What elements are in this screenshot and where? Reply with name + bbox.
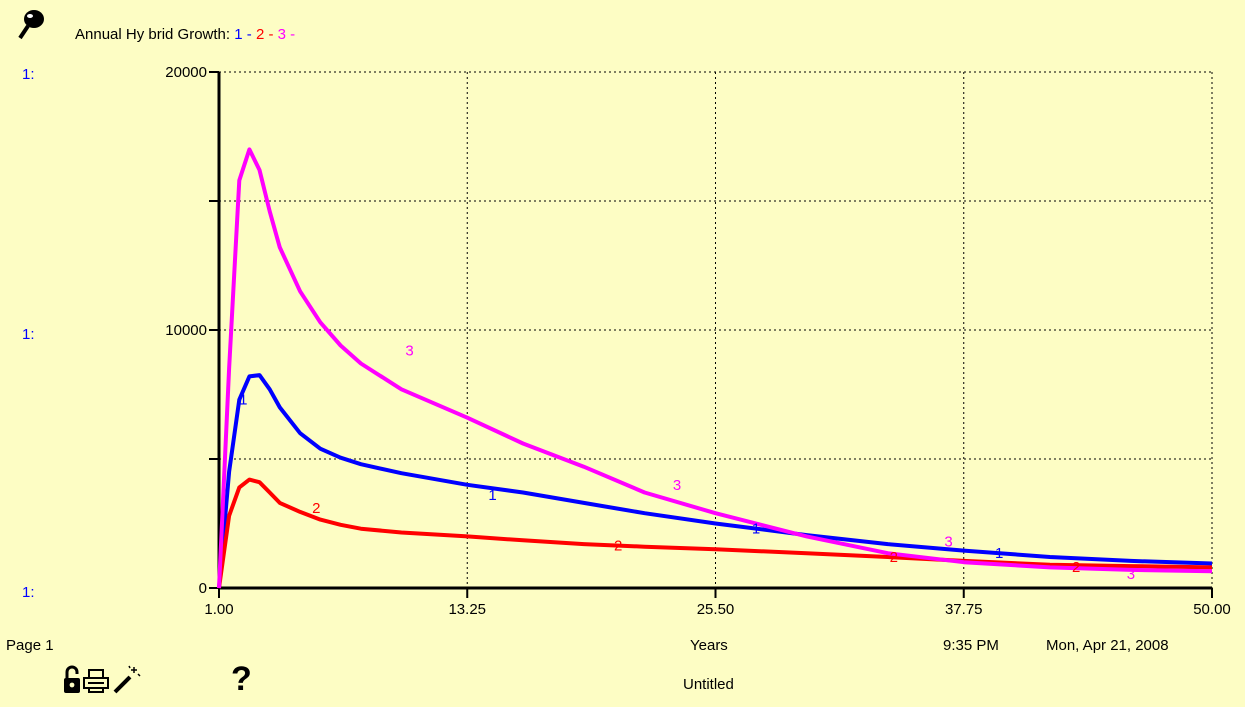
y-tick-label: 20000 xyxy=(165,64,207,81)
curve-label-2: 2 xyxy=(614,537,622,554)
legend-sep-2: - xyxy=(268,26,274,43)
curve-label-3: 3 xyxy=(405,343,413,360)
legend-sep-1: - xyxy=(246,26,252,43)
legend-item-1: 1 xyxy=(234,26,243,43)
y-tick-label: 0 xyxy=(199,580,207,597)
chart-header: Annual Hy brid Growth: 1 - 2 - 3 - xyxy=(75,26,295,43)
x-tick-label: 25.50 xyxy=(697,601,735,618)
lock-icon[interactable] xyxy=(62,664,82,701)
legend-sep-3: - xyxy=(290,26,296,43)
series-line-1 xyxy=(217,373,1213,589)
curve-label-3: 3 xyxy=(673,477,681,494)
curve-label-3: 3 xyxy=(1127,566,1135,583)
curve-label-3: 3 xyxy=(944,534,952,551)
print-icon[interactable] xyxy=(82,668,110,699)
curve-label-1: 1 xyxy=(239,392,247,409)
document-title: Untitled xyxy=(683,676,734,693)
y-tick-label: 10000 xyxy=(165,322,207,339)
axis-prefix-bottom: 1: xyxy=(22,584,35,601)
curve-label-2: 2 xyxy=(1072,559,1080,576)
axis-prefix-top: 1: xyxy=(22,66,35,83)
help-icon[interactable]: ? xyxy=(231,660,252,698)
chart-title: Annual Hy brid Growth: xyxy=(75,26,231,43)
page-label: Page 1 xyxy=(6,637,54,654)
curve-label-1: 1 xyxy=(752,521,760,538)
pin-icon[interactable] xyxy=(17,8,47,49)
x-axis-label: Years xyxy=(690,637,728,654)
magic-wand-icon[interactable] xyxy=(112,664,142,701)
series-line-3 xyxy=(217,147,1213,589)
axis-prefix-mid: 1: xyxy=(22,326,35,343)
x-tick-label: 50.00 xyxy=(1193,601,1231,618)
legend-item-2: 2 xyxy=(255,26,265,43)
legend-item-3: 3 xyxy=(277,26,286,43)
curve-label-1: 1 xyxy=(488,487,496,504)
x-tick-label: 37.75 xyxy=(945,601,983,618)
curve-label-1: 1 xyxy=(995,545,1003,562)
curve-label-2: 2 xyxy=(312,500,320,517)
curve-label-2: 2 xyxy=(890,549,898,566)
series-line-2 xyxy=(217,477,1213,589)
x-tick-label: 1.00 xyxy=(204,601,233,618)
timestamp-time: 9:35 PM xyxy=(943,637,999,654)
x-tick-label: 13.25 xyxy=(448,601,486,618)
timestamp-date: Mon, Apr 21, 2008 xyxy=(1046,637,1169,654)
